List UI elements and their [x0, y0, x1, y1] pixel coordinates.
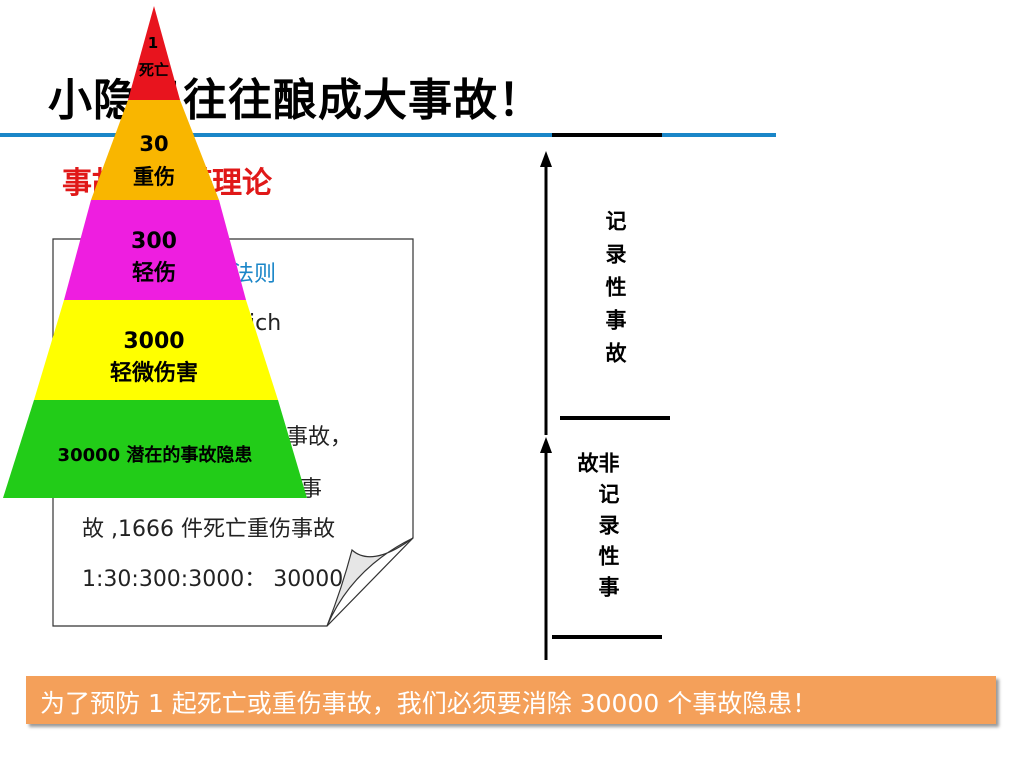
pyramid-label-3000-name: 轻微伤害: [110, 360, 198, 386]
pyramid-label-300-count: 300: [131, 229, 177, 254]
pyramid-level-30: [91, 100, 219, 200]
pyramid-label-30000: 30000 潜在的事故隐患: [58, 444, 253, 466]
pyramid-label-30-name: 重伤: [133, 165, 175, 189]
pyramid-level-1: [128, 6, 180, 100]
pyramid-label-3000-count: 3000: [123, 329, 184, 354]
title-underline: [0, 133, 776, 137]
pyramid-label-1-count: 1: [148, 34, 158, 52]
pyramid-level-3000: [34, 300, 278, 400]
pyramid-label-300-name: 轻伤: [132, 260, 176, 286]
conclusion-text: 为了预防 1 起死亡或重伤事故，我们必须要消除 30000 个事故隐患！: [40, 689, 818, 718]
note-line-1: 事故，: [286, 425, 353, 450]
pyramid-label-30-count: 30: [139, 132, 168, 156]
conclusion-banner: 为了预防 1 起死亡或重伤事故，我们必须要消除 30000 个事故隐患！: [26, 676, 996, 724]
recordable-accident-label: 记录性事故: [603, 210, 627, 375]
scale-upper-arrow-head: [540, 151, 552, 167]
note-ratio: 1:30:300:3000： 30000: [82, 567, 344, 592]
non-recordable-accident-label: 非记录性事故: [575, 452, 620, 607]
note-line-3: 故 ,1666 件死亡重伤事故: [82, 517, 335, 542]
pyramid-level-300: [64, 200, 246, 300]
recordability-scale: [540, 133, 670, 660]
accident-pyramid: 1 死亡 30 重伤 300 轻伤 3000 轻微伤害 30000 潜在的事故隐…: [3, 6, 307, 498]
scale-lower-arrow-head: [540, 437, 552, 453]
pyramid-level-30000: [3, 400, 307, 498]
pyramid-label-1-name: 死亡: [139, 61, 169, 79]
